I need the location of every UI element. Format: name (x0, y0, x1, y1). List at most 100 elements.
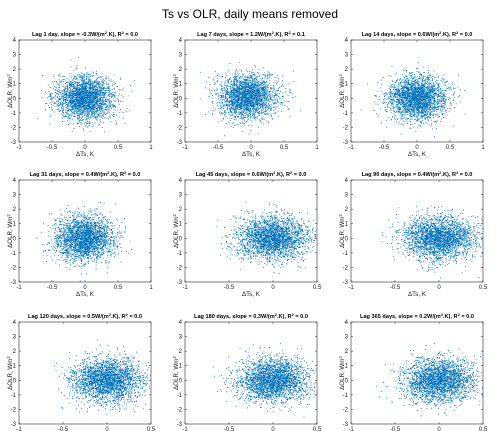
scatter-point (229, 100, 230, 101)
scatter-point (88, 74, 89, 75)
scatter-point (88, 111, 89, 112)
scatter-point (74, 92, 75, 93)
scatter-point (234, 78, 235, 79)
scatter-point (241, 109, 242, 110)
scatter-point (68, 93, 69, 94)
scatter-point (65, 103, 66, 104)
scatter-point (102, 73, 103, 74)
scatter-point (93, 91, 94, 92)
scatter-point (82, 89, 83, 90)
scatter-point (71, 84, 72, 85)
scatter-point (118, 95, 119, 96)
scatter-point (245, 122, 246, 123)
scatter-point (73, 94, 74, 95)
scatter-point (245, 90, 246, 91)
scatter-point (225, 97, 226, 98)
scatter-point (73, 101, 74, 102)
scatter-point (97, 91, 98, 92)
scatter-point (227, 100, 228, 101)
scatter-point (63, 96, 64, 97)
scatter-point (72, 103, 73, 104)
scatter-point (269, 107, 270, 108)
scatter-point (84, 123, 85, 124)
scatter-point (257, 76, 258, 77)
scatter-point (110, 79, 111, 80)
scatter-point (86, 119, 87, 120)
scatter-point (250, 100, 251, 101)
scatter-point (237, 76, 238, 77)
scatter-point (239, 89, 240, 90)
scatter-point (74, 101, 75, 102)
scatter-point (241, 104, 242, 105)
scatter-point (252, 99, 253, 100)
scatter-point (100, 113, 101, 114)
scatter-point (106, 108, 107, 109)
scatter-point (227, 104, 228, 105)
scatter-point (233, 95, 234, 96)
scatter-point (88, 123, 89, 124)
scatter-point (244, 92, 245, 93)
scatter-point (222, 106, 223, 107)
scatter-point (77, 68, 78, 69)
scatter-point (85, 95, 86, 96)
scatter-point (261, 98, 262, 99)
scatter-point (49, 107, 50, 108)
scatter-point (253, 102, 254, 103)
scatter-point (270, 99, 271, 100)
scatter-point (109, 112, 110, 113)
scatter-point (88, 116, 89, 117)
scatter-point (251, 103, 252, 104)
scatter-point (81, 112, 82, 113)
scatter-point (256, 111, 257, 112)
scatter-point (59, 111, 60, 112)
scatter-point (75, 104, 76, 105)
scatter-point (245, 109, 246, 110)
scatter-point (96, 119, 97, 120)
scatter-point (91, 95, 92, 96)
scatter-point (87, 76, 88, 77)
scatter-point (229, 83, 230, 84)
scatter-point (68, 117, 69, 118)
scatter-point (105, 101, 106, 102)
x-axis-label: ΔTs, K (76, 151, 95, 158)
scatter-point (252, 103, 253, 104)
scatter-point (109, 116, 110, 117)
scatter-point (97, 105, 98, 106)
scatter-point (81, 114, 82, 115)
scatter-point (88, 82, 89, 83)
scatter-point (245, 113, 246, 114)
scatter-point (114, 88, 115, 89)
scatter-point (252, 73, 253, 74)
scatter-point (75, 90, 76, 91)
scatter-point (67, 114, 68, 115)
scatter-point (64, 88, 65, 89)
scatter-point (103, 87, 104, 88)
scatter-point (224, 115, 225, 116)
scatter-point (63, 91, 64, 92)
scatter-point (252, 80, 253, 81)
scatter-point (79, 91, 80, 92)
scatter-point (81, 111, 82, 112)
scatter-point (98, 91, 99, 92)
scatter-point (98, 112, 99, 113)
scatter-point (60, 103, 61, 104)
scatter-point (82, 116, 83, 117)
scatter-point (256, 101, 257, 102)
scatter-point (261, 110, 262, 111)
scatter-point (246, 108, 247, 109)
scatter-point (77, 82, 78, 83)
scatter-point (97, 90, 98, 91)
scatter-point (234, 85, 235, 86)
scatter-point (221, 84, 222, 85)
scatter-point (220, 92, 221, 93)
scatter-point (237, 116, 238, 117)
scatter-point (97, 75, 98, 76)
scatter-point (51, 109, 52, 110)
scatter-point (61, 81, 62, 82)
scatter-point (95, 86, 96, 87)
scatter-point (276, 80, 277, 81)
scatter-point (225, 96, 226, 97)
scatter-point (257, 116, 258, 117)
scatter-point (66, 112, 67, 113)
scatter-point (224, 135, 225, 136)
